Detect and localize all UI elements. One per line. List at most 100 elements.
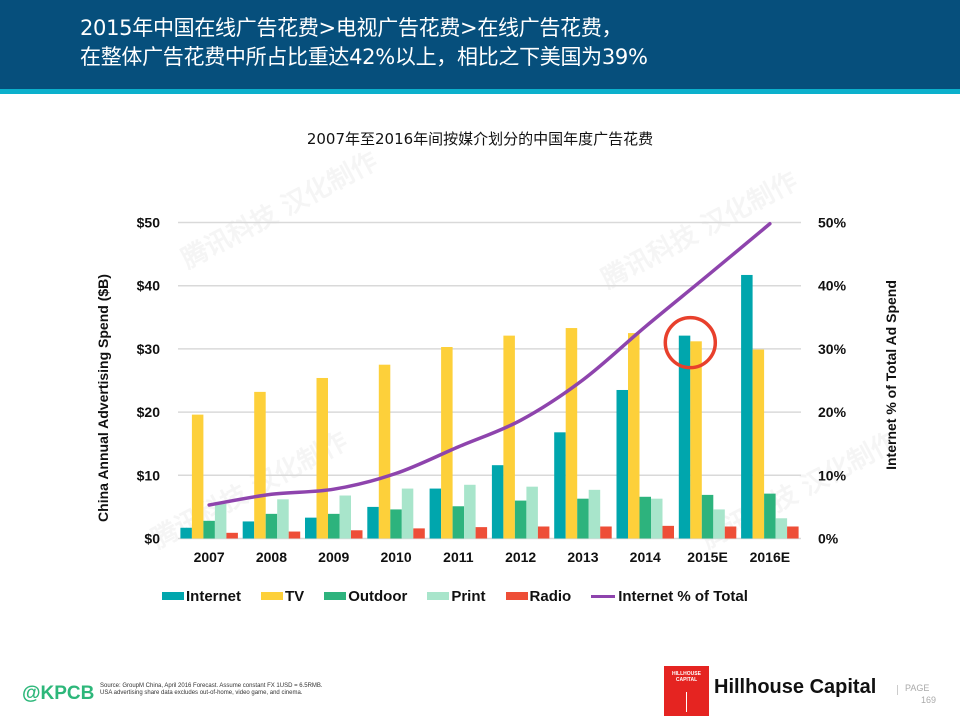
bar-tv-2012 (503, 335, 515, 539)
legend-label: Internet (186, 587, 242, 605)
company-name: Hillhouse Capital (714, 676, 877, 698)
bar-print-2016e (775, 518, 788, 539)
bar-radio-2010 (413, 528, 425, 539)
x-tick-label: 2012 (505, 549, 536, 565)
y-axis-title: China Annual Advertising Spend ($B) (95, 274, 111, 522)
y-tick-label: $0 (144, 531, 160, 547)
bar-internet-2014 (616, 389, 628, 539)
x-tick-label: 2015E (687, 549, 727, 565)
x-tick-label: 2009 (318, 549, 349, 565)
chart-title: 2007年至2016年间按媒介划分的中国年度广告花费 (306, 130, 654, 148)
bar-tv-2016e (752, 349, 765, 539)
bar-tv-2008 (254, 391, 266, 539)
x-tick-label: 2014 (630, 549, 661, 565)
bar-internet-2009 (305, 517, 317, 539)
bar-tv-2015e (690, 341, 702, 539)
bar-outdoor-2008 (265, 513, 278, 539)
bar-internet-2011 (429, 488, 442, 539)
y-tick-label: $10 (137, 467, 161, 483)
bar-outdoor-2013 (577, 498, 589, 539)
header-stripe (0, 89, 960, 94)
slide-title-line1: 2015年中国在线广告花费>电视广告花费>在线广告花费， (80, 16, 623, 40)
legend-swatch (591, 594, 616, 598)
bar-outdoor-2015e (701, 494, 714, 539)
legend-item-radio: Radio (505, 587, 572, 605)
bar-outdoor-2012 (514, 500, 527, 539)
bar-print-2014 (651, 498, 663, 539)
hillhouse-logo: HILLHOUSE CAPITAL (664, 666, 709, 716)
slide-title-line2: 在整体广告花费中所占比重达42%以上，相比之下美国为39% (80, 45, 648, 69)
legend-item-internet: Internet (162, 588, 241, 605)
bar-radio-2016e (787, 526, 799, 539)
bar-print-2011 (464, 484, 476, 539)
y-tick-label: $40 (137, 278, 161, 294)
bar-radio-2013 (600, 526, 612, 539)
legend-label: TV (285, 587, 305, 605)
y2-tick-label: 0% (818, 531, 839, 547)
bar-radio-2014 (662, 525, 674, 539)
bar-radio-2007 (226, 532, 238, 539)
logo-line1: HILLHOUSE (672, 671, 701, 677)
x-tick-label: 2007 (194, 549, 225, 565)
source-note: Source: GroupM China, April 2016 Forecas… (100, 683, 323, 697)
page-separator (897, 685, 898, 695)
legend-item-internet-of-total: Internet % of Total (591, 588, 748, 605)
bar-internet-2013 (554, 432, 566, 539)
x-tick-label: 2013 (567, 549, 598, 565)
source-line1: Source: GroupM China, April 2016 Forecas… (100, 683, 323, 689)
legend-item-outdoor: Outdoor (324, 588, 407, 605)
bar-outdoor-2007 (203, 520, 215, 539)
bar-outdoor-2016e (764, 493, 776, 539)
page-label: PAGE (905, 683, 930, 693)
legend-swatch (505, 592, 528, 600)
legend-swatch (324, 592, 347, 600)
legend-label: Radio (529, 587, 572, 605)
slide-title: 2015年中国在线广告花费>电视广告花费>在线广告花费， 在整体广告花费中所占比… (80, 14, 648, 72)
bar-tv-2013 (565, 328, 578, 539)
bar-radio-2009 (351, 530, 363, 539)
bar-tv-2007 (191, 414, 204, 539)
bar-internet-2008 (242, 521, 255, 539)
legend-swatch (162, 592, 184, 600)
bar-internet-2010 (367, 506, 379, 539)
bar-print-2012 (526, 486, 538, 539)
axis-ticks: $0 $10 $20 $30 $40 $50 0% 10% 20% 30% 40% 50% 2007 20… (137, 215, 847, 566)
bar-internet-2015e (678, 335, 691, 539)
legend-label: Outdoor (348, 587, 408, 605)
bar-internet-2007 (180, 527, 192, 539)
y2-tick-label: 40% (818, 278, 847, 294)
bar-internet-2012 (491, 465, 504, 539)
legend-label: Internet % of Total (618, 587, 748, 605)
x-tick-label: 2011 (443, 549, 474, 565)
bar-print-2010 (401, 488, 414, 539)
x-tick-label: 2016E (750, 549, 790, 565)
y2-tick-label: 50% (818, 215, 847, 231)
gridlines (178, 221, 801, 540)
y-tick-label: $50 (137, 215, 161, 231)
bar-tv-2011 (441, 347, 453, 539)
bar-outdoor-2014 (639, 496, 651, 539)
y-tick-label: $20 (137, 404, 161, 420)
y2-tick-label: 30% (818, 341, 847, 357)
legend-swatch (427, 592, 450, 600)
bar-outdoor-2010 (390, 509, 402, 539)
bar-print-2007 (214, 503, 227, 539)
legend-swatch (261, 592, 284, 600)
bar-radio-2012 (537, 526, 550, 539)
bar-outdoor-2009 (328, 513, 340, 539)
header-bar (0, 0, 960, 89)
bar-tv-2014 (628, 333, 640, 539)
bar-print-2015e (713, 509, 725, 539)
logo-line2: CAPITAL (675, 677, 698, 683)
bar-tv-2009 (316, 377, 328, 539)
y-tick-label: $30 (137, 341, 161, 357)
highlight-circle (663, 315, 718, 370)
x-tick-label: 2008 (256, 549, 287, 565)
bar-outdoor-2011 (452, 506, 465, 539)
bar-internet-2016e (741, 274, 753, 539)
bar-radio-2011 (475, 527, 488, 539)
bar-print-2013 (588, 489, 601, 539)
x-tick-label: 2010 (380, 549, 411, 565)
internet-share-line (207, 222, 772, 507)
